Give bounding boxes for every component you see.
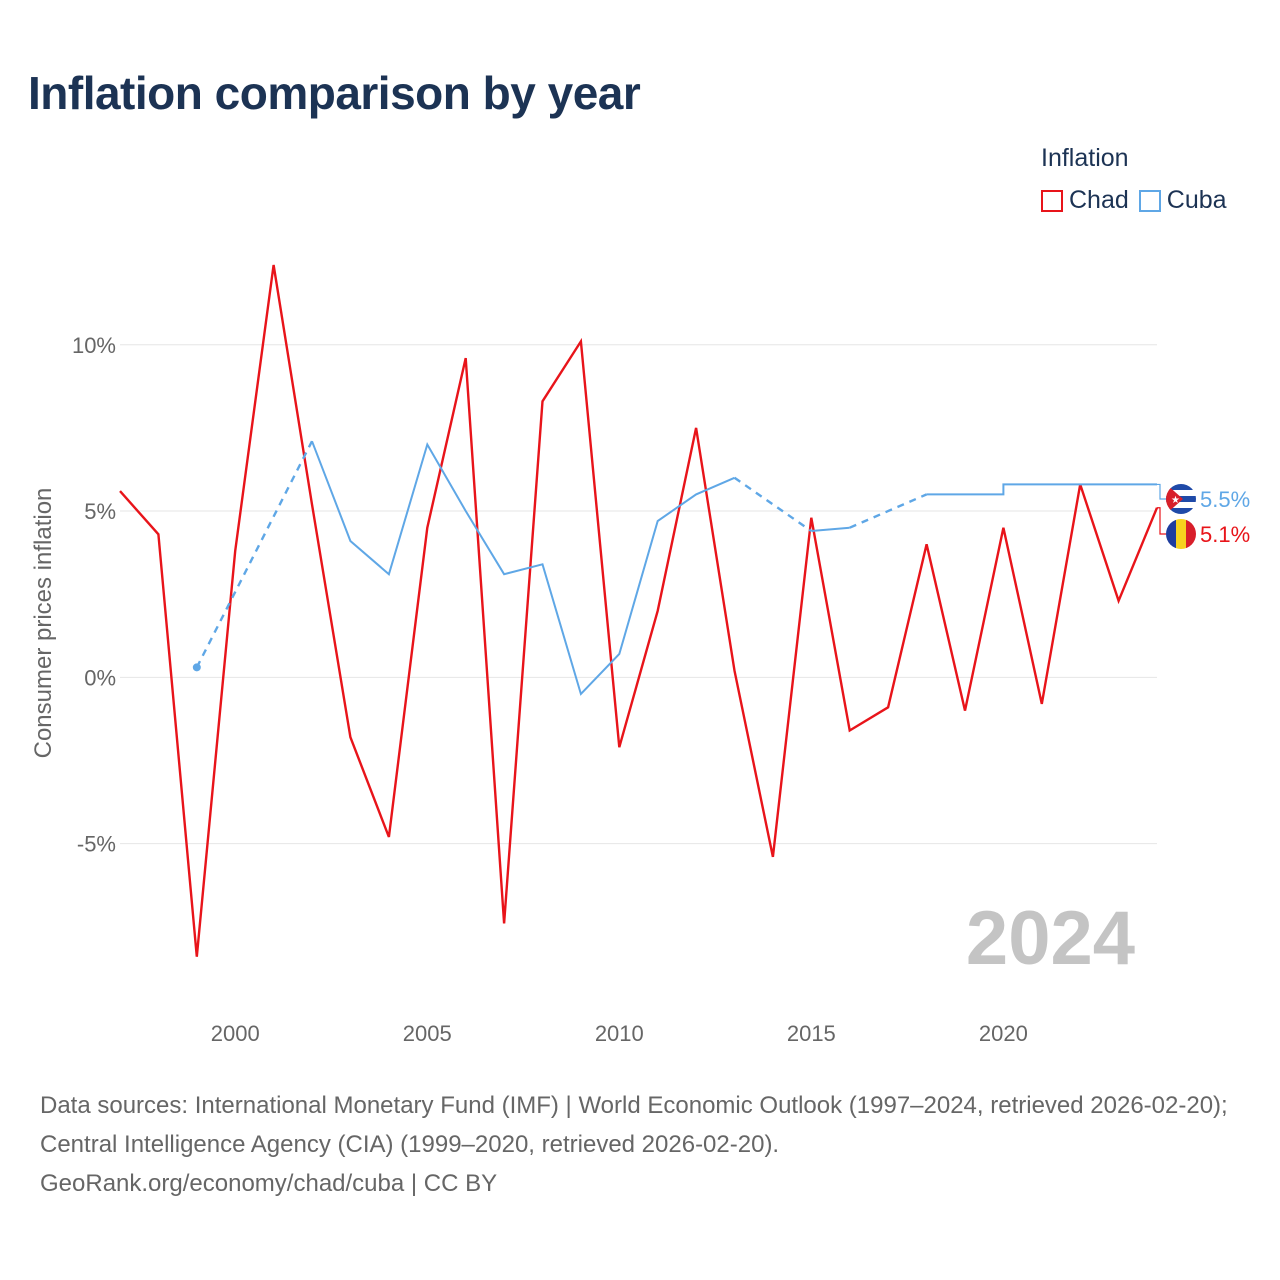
- legend-swatch-cuba: [1138, 189, 1161, 212]
- cuba-series-line[interactable]: [311, 440, 1157, 696]
- year-watermark: 2024: [966, 896, 1135, 981]
- chad-flag-icon: [1166, 519, 1196, 549]
- svg-text:★: ★: [1171, 495, 1180, 506]
- cuba-series-gap: [733, 476, 812, 532]
- x-tick-label: 2005: [403, 1021, 452, 1046]
- attribution-link[interactable]: GeoRank.org/economy/chad/cuba | CC BY: [40, 1170, 498, 1197]
- data-sources-text: Data sources: International Monetary Fun…: [40, 1092, 1228, 1158]
- legend-item-chad[interactable]: Chad: [1041, 186, 1129, 215]
- legend: Chad Cuba: [1041, 186, 1227, 215]
- cuba-series-gap: [849, 493, 928, 529]
- y-tick-label: 0%: [84, 665, 116, 690]
- chad-end-value-label: 5.1%: [1200, 522, 1250, 547]
- legend-title: Inflation: [1041, 144, 1129, 172]
- legend-item-cuba[interactable]: Cuba: [1138, 186, 1227, 215]
- cuba-flag-icon: ★: [1166, 484, 1196, 514]
- cuba-first-point[interactable]: [192, 663, 201, 672]
- chad-end-connector: [1157, 507, 1166, 535]
- y-tick-label: 5%: [84, 499, 116, 524]
- x-tick-label: 2015: [787, 1021, 836, 1046]
- legend-swatch-chad: [1041, 189, 1063, 212]
- chad-series-line[interactable]: [119, 264, 1159, 957]
- cuba-series-gap: [195, 440, 314, 668]
- chart-title: Inflation comparison by year: [28, 67, 641, 119]
- cuba-end-connector: [1157, 483, 1166, 500]
- inflation-line-chart: 10% 5% 0% -5% 2000 2005 2010 2015 2020 5.1% 5.5% C…: [30, 264, 1250, 1046]
- footer: Data sources: International Monetary Fun…: [40, 1086, 1250, 1203]
- legend-label-chad: Chad: [1069, 186, 1129, 214]
- legend-label-cuba: Cuba: [1166, 186, 1227, 214]
- x-tick-label: 2000: [211, 1021, 260, 1046]
- x-tick-label: 2020: [979, 1021, 1028, 1046]
- x-tick-label: 2010: [595, 1021, 644, 1046]
- cuba-end-value-label: 5.5%: [1200, 487, 1250, 512]
- y-tick-label: 10%: [72, 333, 116, 358]
- y-axis-label: Consumer prices inflation: [30, 488, 57, 759]
- y-tick-label: -5%: [77, 832, 116, 857]
